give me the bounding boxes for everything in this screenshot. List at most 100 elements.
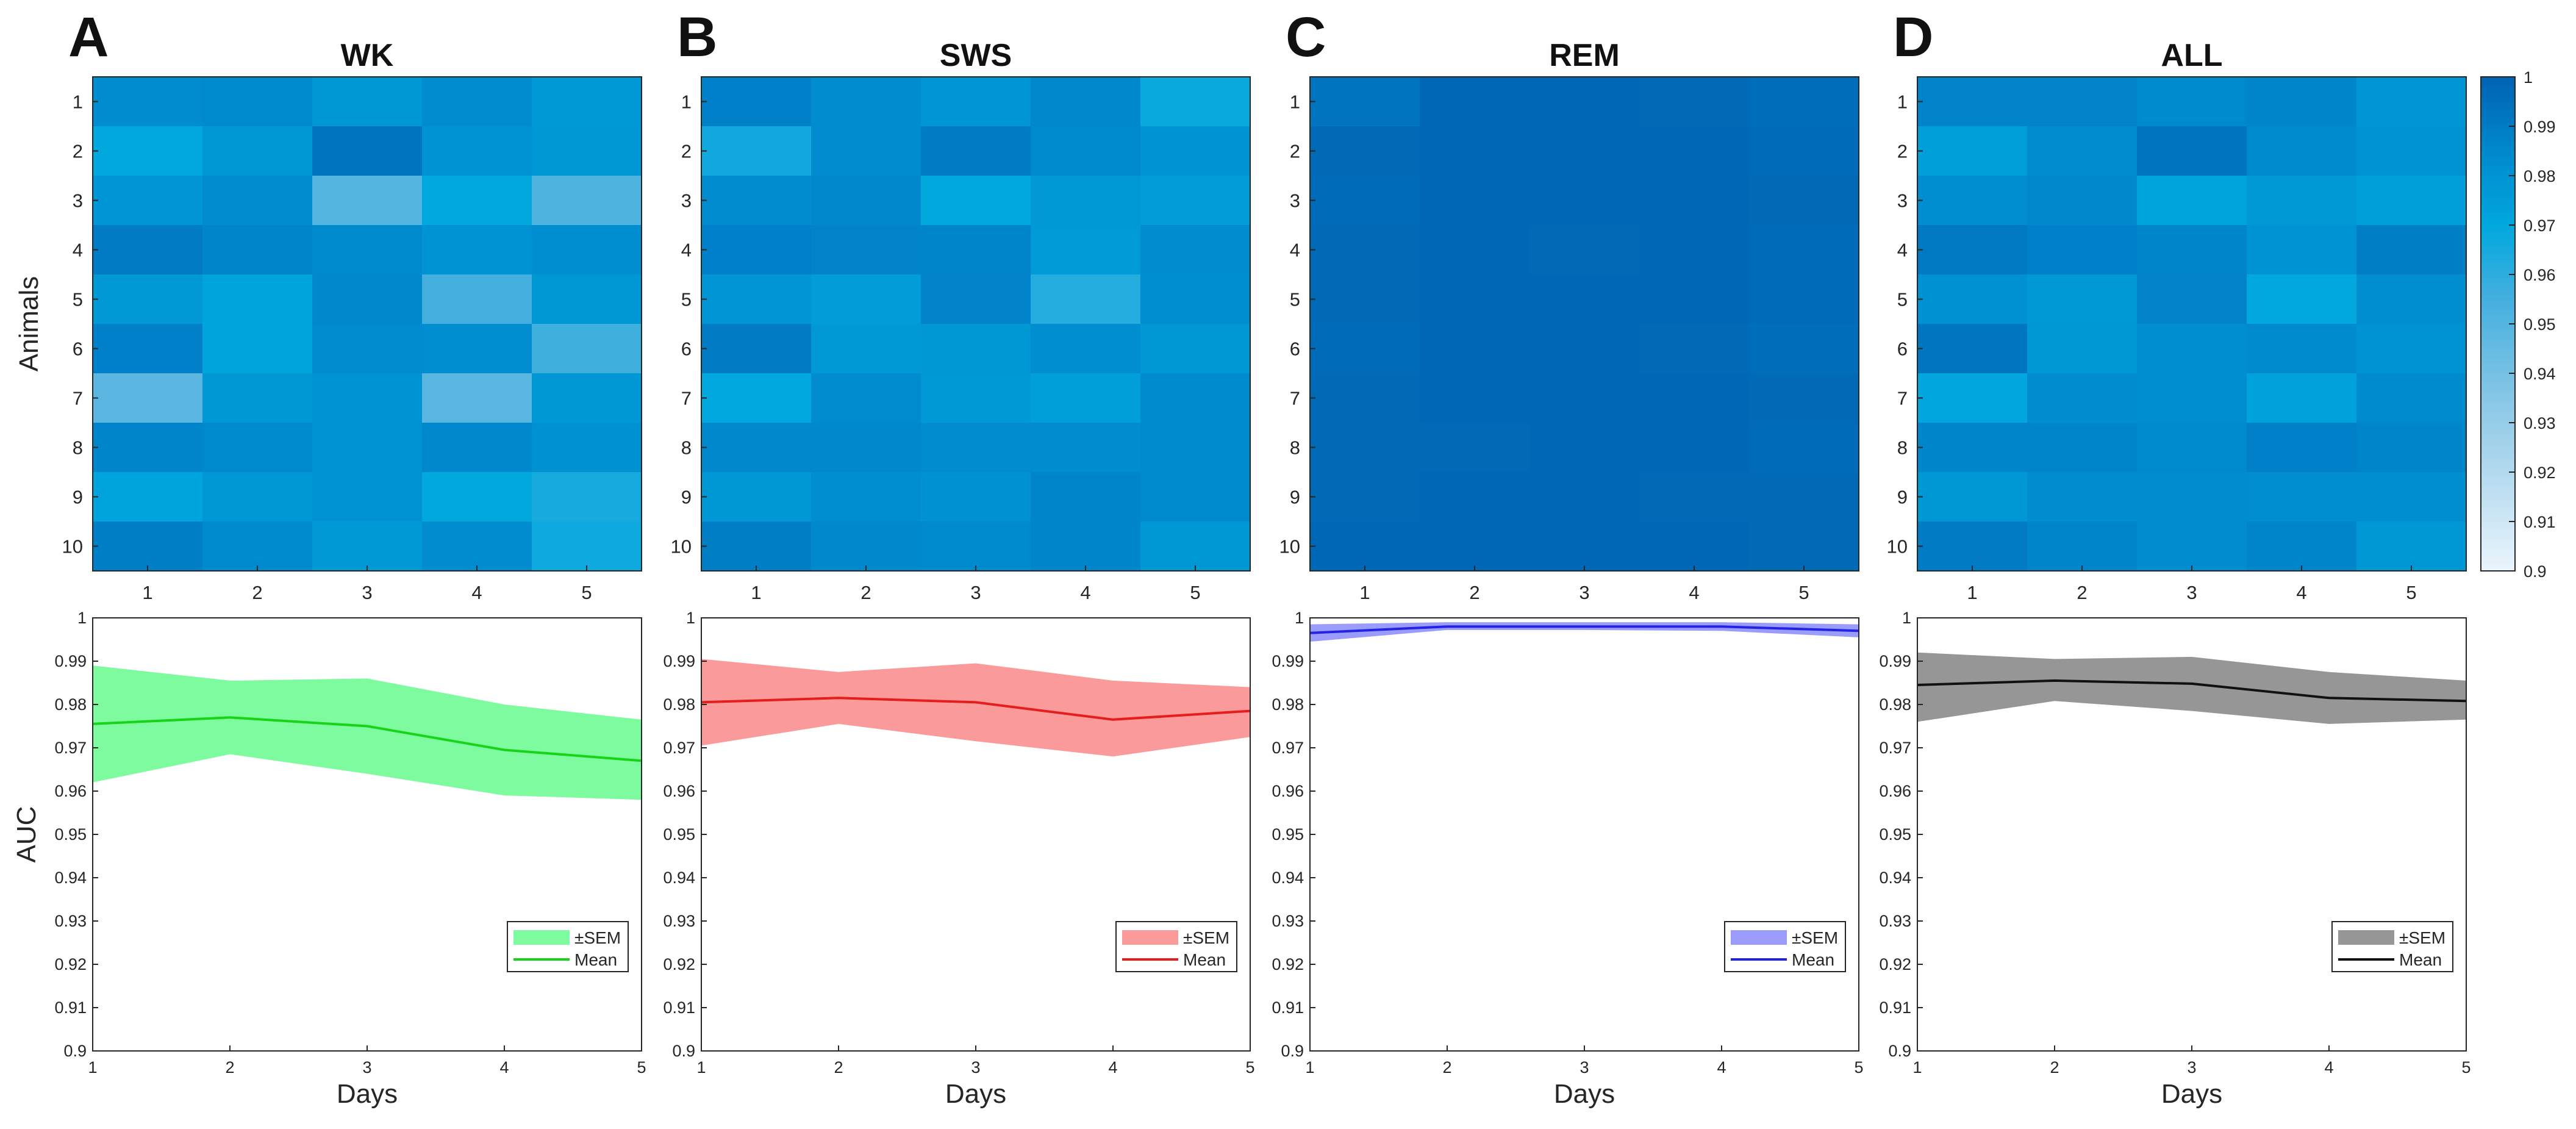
heatmap-cell — [202, 521, 313, 572]
colorbar-tick-label: 0.97 — [2524, 217, 2556, 235]
heatmap-cell — [2247, 225, 2357, 275]
heatmap-cell — [1140, 521, 1251, 572]
heatmap-cell — [422, 77, 532, 127]
heatmap-cell — [2356, 77, 2467, 127]
heatmap-cell — [1749, 423, 1859, 473]
line-xtick-label: 1 — [1912, 1058, 1922, 1077]
line-ytick-label: 0.92 — [1879, 955, 1911, 973]
line-ytick-label: 0.96 — [54, 782, 87, 800]
colorbar-tick-label: 0.91 — [2524, 513, 2556, 531]
heatmap-cell — [422, 126, 532, 176]
heatmap-cell — [312, 225, 423, 275]
line-ytick-label: 0.97 — [54, 739, 87, 757]
heatmap-ytick-label: 3 — [1290, 190, 1300, 212]
line-xlabel: Days — [2161, 1079, 2222, 1109]
line-xtick-label: 1 — [696, 1058, 706, 1077]
sem-band — [93, 665, 642, 800]
heatmap-cell — [2027, 521, 2138, 572]
heatmap-cell — [93, 472, 203, 522]
line-ytick-label: 0.91 — [1879, 998, 1911, 1017]
legend-line-label: Mean — [1183, 950, 1226, 969]
colorbar-tick-label: 0.9 — [2524, 562, 2547, 581]
line-xlabel: Days — [1554, 1079, 1615, 1109]
heatmap-cell — [1420, 521, 1530, 572]
legend-band-swatch — [513, 930, 570, 945]
heatmap-ytick-label: 10 — [671, 536, 692, 557]
heatmap-cell — [1140, 77, 1251, 127]
heatmap-ytick-label: 7 — [73, 388, 83, 409]
heatmap-ytick-label: 8 — [1897, 437, 1908, 459]
heatmap-xtick-label: 3 — [2186, 582, 2197, 603]
heatmap-ytick-label: 6 — [1290, 339, 1300, 360]
colorbar-tick-label: 0.98 — [2524, 167, 2556, 185]
panel-title-d: ALL — [2161, 38, 2222, 73]
heatmap-ytick-label: 3 — [1897, 190, 1908, 212]
line-ytick-label: 0.91 — [1272, 998, 1304, 1017]
heatmap-cell — [1031, 373, 1141, 423]
heatmap-cell — [2027, 373, 2138, 423]
heatmap-cell — [2247, 324, 2357, 374]
heatmap-xtick-label: 4 — [2296, 582, 2306, 603]
heatmap-cell — [1140, 225, 1251, 275]
line-ytick-label: 0.97 — [1272, 739, 1304, 757]
heatmap-xtick-label: 4 — [1689, 582, 1699, 603]
line-ytick-label: 0.95 — [54, 825, 87, 844]
heatmap-cell — [532, 472, 642, 522]
heatmap-cell — [1749, 77, 1859, 127]
heatmap-cell — [2247, 126, 2357, 176]
heatmap-xtick-label: 3 — [362, 582, 372, 603]
line-ytick-label: 0.91 — [54, 998, 87, 1017]
heatmap-cell — [2027, 225, 2138, 275]
heatmap-cell — [202, 274, 313, 324]
legend-line-label: Mean — [2399, 950, 2442, 969]
heatmap-cell — [422, 274, 532, 324]
heatmap-cell — [1530, 225, 1640, 275]
heatmap-cell — [811, 274, 921, 324]
heatmap-cell — [1917, 274, 2028, 324]
heatmap-cell — [93, 373, 203, 423]
heatmap-cell — [811, 176, 921, 226]
panel-letter-b: B — [677, 6, 717, 68]
heatmap-xtick-label: 5 — [581, 582, 592, 603]
heatmap-cell — [1031, 324, 1141, 374]
line-panel-d: 0.9 0.91 0.92 0.93 0.94 0.95 0.96 0.97 0.98 0.99 1… — [1879, 609, 2470, 1109]
line-xtick-label: 5 — [1854, 1058, 1863, 1077]
line-ytick-label: 0.94 — [54, 869, 87, 887]
heatmap-cell — [532, 225, 642, 275]
heatmap-cell — [2356, 176, 2467, 226]
line-ytick-label: 0.95 — [1879, 825, 1911, 844]
legend-band-swatch — [1122, 930, 1178, 945]
legend: ±SEM Mean — [2331, 921, 2453, 972]
heatmap-cell — [1420, 77, 1530, 127]
heatmap-cell — [1031, 225, 1141, 275]
colorbar-tick-label: 0.92 — [2524, 464, 2556, 482]
sem-band — [1917, 652, 2466, 724]
heatmap-cell — [2356, 274, 2467, 324]
legend-band-label: ±SEM — [1183, 928, 1229, 947]
line-xlabel: Days — [945, 1079, 1006, 1109]
heatmap-cell — [202, 472, 313, 522]
heatmap-xtick-label: 4 — [1080, 582, 1090, 603]
heatmap-cell — [1530, 274, 1640, 324]
heatmap-xtick-label: 1 — [751, 582, 761, 603]
heatmap-cell — [1031, 176, 1141, 226]
colorbar-tick-label: 0.99 — [2524, 118, 2556, 136]
heatmap-cell — [422, 423, 532, 473]
heatmap-cell — [1140, 176, 1251, 226]
line-xtick-label: 1 — [88, 1058, 97, 1077]
line-xtick-label: 3 — [1580, 1058, 1589, 1077]
heatmap-cell — [1530, 472, 1640, 522]
heatmap-cell — [921, 176, 1031, 226]
heatmap-cell — [1917, 225, 2028, 275]
legend-band-label: ±SEM — [2399, 928, 2445, 947]
heatmap-cell — [1917, 423, 2028, 473]
heatmap-xtick-label: 1 — [142, 582, 152, 603]
heatmap-xtick-label: 4 — [471, 582, 482, 603]
line-ytick-label: 0.94 — [1272, 869, 1304, 887]
colorbar-tick-label: 0.96 — [2524, 266, 2556, 284]
panel-title-b: SWS — [940, 38, 1012, 73]
heatmap-cell — [921, 521, 1031, 572]
legend: ±SEM Mean — [1724, 921, 1846, 972]
